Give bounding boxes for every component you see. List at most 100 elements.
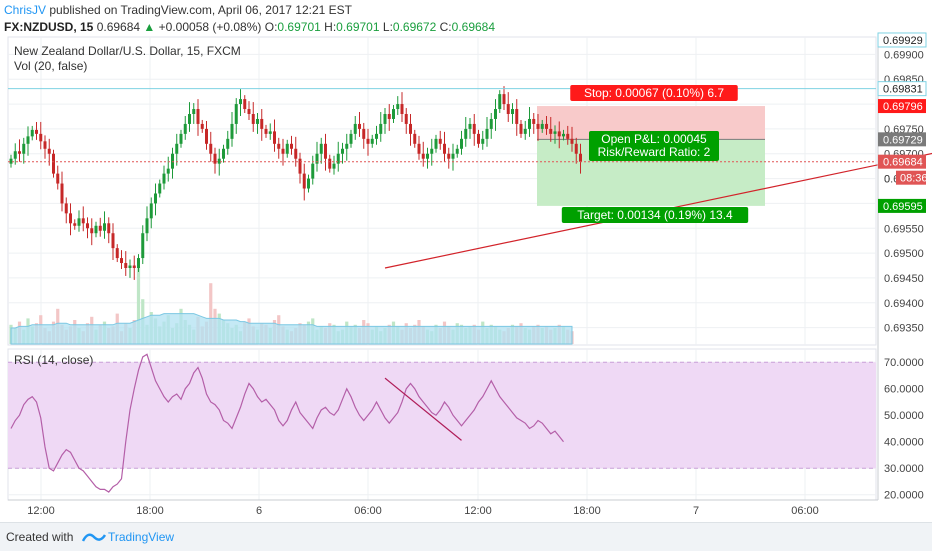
rsi-tick-label: 50.0000 [884,410,924,422]
candle-body [188,114,191,124]
candle-body [430,148,434,154]
time-tick-label: 18:00 [136,505,164,517]
candle-body [39,133,43,142]
pnl-box [589,131,719,161]
rsi-tick-label: 70.0000 [884,357,924,369]
candle-body [298,158,302,174]
tradingview-brand[interactable]: TradingView [108,530,175,544]
published-info: published on TradingView.com, April 06, … [49,3,353,17]
candle-body [540,123,544,129]
time-tick-label: 6 [256,505,262,517]
candle-body [498,94,502,110]
price-pane-frame [7,36,877,346]
high-label: H: [324,20,337,34]
candle-body [196,109,200,124]
candle-body [268,131,272,134]
candle-body [404,114,408,124]
candle-body [111,233,115,249]
countdown-label: 08:36 [900,173,928,185]
candle-body [60,183,64,204]
chart-canvas[interactable]: Stop: 0.00067 (0.10%) 6.7 Open P&L: 0.000… [0,0,932,522]
candle-body [9,158,13,164]
candle-body [315,153,319,164]
time-tick-label: 12:00 [464,505,492,517]
candle-body [421,153,425,159]
time-tick-label: 06:00 [791,505,819,517]
candle-body [311,163,315,179]
candle-body [511,109,514,114]
rsi-tick-label: 20.0000 [884,490,924,502]
countdown-bg [896,170,926,185]
candle-body [162,173,166,184]
candle-body [230,123,234,139]
rsi-tick-label: 60.0000 [884,384,924,396]
candle-body [353,123,357,134]
candle-body [536,123,540,129]
candle-body [375,133,378,139]
candle-body [98,225,102,231]
candle-body [549,128,553,134]
chart-header: ChrisJV published on TradingView.com, Ap… [4,2,495,36]
candle-body [154,193,157,204]
candle-body [477,133,480,144]
candle-body [579,153,582,162]
candle-body [332,163,336,169]
rsi-series-line [10,353,564,493]
candle-body [200,123,204,129]
candle-body [349,133,353,144]
time-tick-label: 7 [693,505,699,517]
author-name[interactable]: ChrisJV [4,3,47,17]
candle-body [285,143,289,154]
candle-body [574,143,578,154]
candle-body [451,153,455,159]
candle-body [103,223,106,231]
candle-body [43,141,47,149]
candle-body [256,118,259,124]
close-label: C: [439,20,452,34]
candle-body [56,173,60,184]
candle-body [523,128,527,134]
price-marker-label: 0.69796 [883,101,923,113]
candle-body [515,109,519,124]
candle-body [107,223,111,234]
drawn-lines[interactable]: Stop: 0.00067 (0.10%) 6.7 Open P&L: 0.000… [8,40,932,269]
candles [9,86,582,280]
candle-body [26,136,30,144]
candle-body [13,151,17,159]
candle-body [90,228,94,234]
target-label: Target: 0.00134 (0.19%) 13.4 [577,208,733,222]
candle-body [226,138,230,149]
candle-body [120,258,123,264]
candle-body [94,225,98,234]
volume-bar [136,267,141,344]
time-tick-label: 12:00 [27,505,55,517]
price-marker-bg [877,81,927,97]
candle-body [22,143,26,154]
price-tick-label: 0.69550 [884,223,924,235]
candle-body [519,123,523,134]
candle-body [183,123,187,134]
candle-body [81,218,85,224]
candle-body [158,183,162,194]
candle-body [209,143,213,154]
open-label: O: [264,20,278,34]
candle-body [455,148,459,154]
candle-body [341,148,344,154]
candle-body [434,138,438,149]
candle-body [358,123,361,129]
rsi-indicator-label: RSI (14, close) [14,353,93,367]
candle-body [443,143,446,154]
candle-body [489,118,493,129]
candle-body [115,248,119,259]
price-tick-label: 0.69350 [884,323,924,335]
candle-body [319,143,323,154]
candle-body [392,109,395,119]
price-tick-clipped: 0 [884,174,890,186]
candle-body [370,138,374,144]
candle-body [379,123,383,134]
price-marker-label: 0.69684 [883,157,923,169]
candle-body [243,99,247,110]
price-marker-bg [878,99,926,114]
candle-body [472,123,476,134]
candle-body [192,109,196,114]
